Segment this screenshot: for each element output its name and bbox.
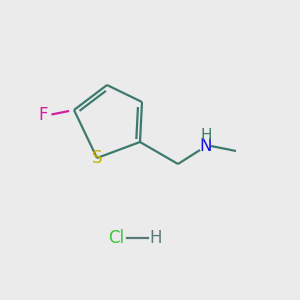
Text: Cl: Cl bbox=[108, 229, 124, 247]
Text: S: S bbox=[92, 149, 102, 167]
Text: H: H bbox=[200, 128, 212, 142]
Text: H: H bbox=[150, 229, 162, 247]
Text: N: N bbox=[200, 137, 212, 155]
Text: F: F bbox=[39, 106, 48, 124]
